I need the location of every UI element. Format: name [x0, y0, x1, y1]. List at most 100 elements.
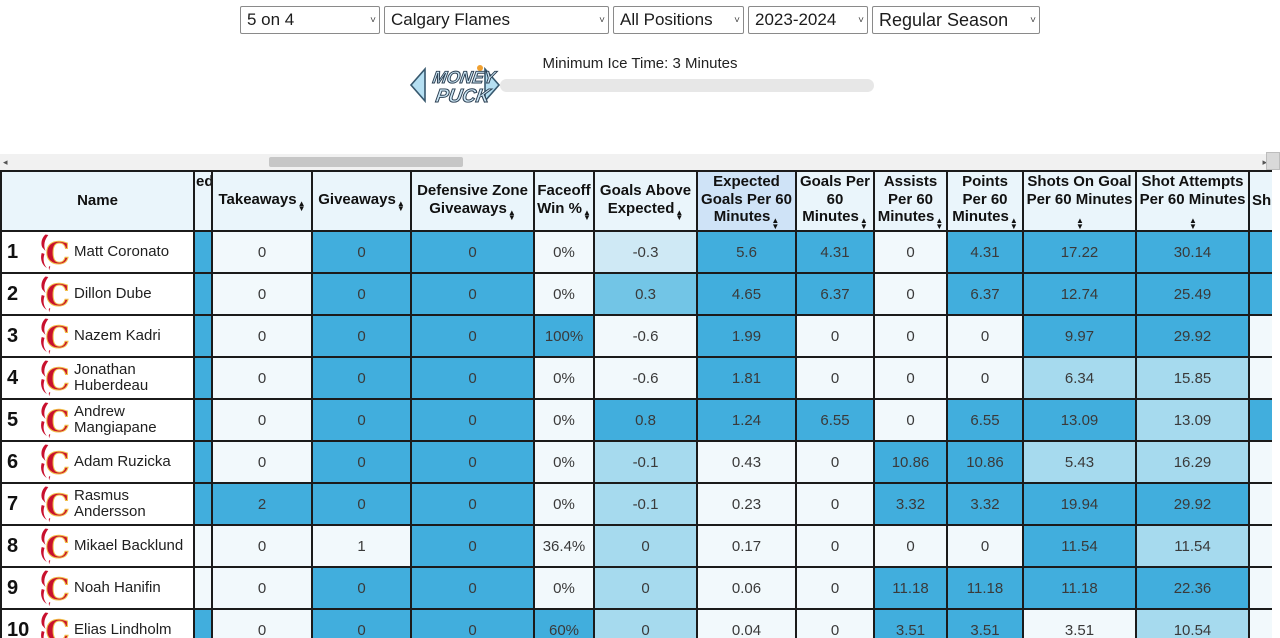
player-name: Jonathan Huberdeau — [74, 360, 149, 395]
column-header-points-per-60[interactable]: Points Per 60 Minutes ▲ ▼ — [946, 170, 1024, 233]
stat-takeaways: 0 — [211, 314, 313, 359]
stat-goals-above-expected: 0 — [593, 608, 698, 638]
stat-shots-on-goal-per-60: 3.51 — [1022, 608, 1137, 638]
player-name: Rasmus Andersson — [74, 486, 146, 521]
player-rank: 7 — [7, 492, 19, 515]
scrollbar-corner — [1266, 152, 1280, 170]
season-select[interactable]: 2023-2024 ˅ — [748, 6, 868, 34]
column-header-name: Name — [0, 170, 195, 233]
player-name: Mikael Backlund — [74, 536, 184, 554]
flames-team-logo-icon: C — [41, 360, 70, 396]
stat-takeaways: 0 — [211, 356, 313, 401]
player-rank: 2 — [7, 282, 19, 305]
stat-expected-goals-per-60: 1.81 — [696, 356, 797, 401]
player-name-cell[interactable]: 8 C Mikael Backlund — [0, 524, 195, 569]
stat-faceoff-win-pct: 0% — [533, 230, 595, 275]
stat-sh-partial — [1248, 230, 1272, 275]
player-rank: 5 — [7, 408, 19, 431]
column-header-sh-partial: Sh — [1248, 170, 1272, 233]
player-name-cell[interactable]: 7 C Rasmus Andersson — [0, 482, 195, 527]
situation-select[interactable]: 5 on 4 ˅ — [240, 6, 380, 34]
column-header-shots-on-goal-per-60[interactable]: Shots On Goal Per 60 Minutes ▲ ▼ — [1022, 170, 1137, 233]
stat-defensive-zone-giveaways: 0 — [410, 482, 535, 527]
stat-takeaways: 0 — [211, 440, 313, 485]
moneypuck-logo[interactable]: MONEY PUCK — [408, 58, 502, 121]
player-row: 6 C Adam Ruzicka 0 0 0 0% -0.1 0.43 0 10.86 10.86… — [0, 440, 1272, 485]
stat-sh-partial — [1248, 524, 1272, 569]
player-name-cell[interactable]: 5 C Andrew Mangiapane — [0, 398, 195, 443]
stat-goals-above-expected: 0 — [593, 566, 698, 611]
position-select[interactable]: All Positions ˅ — [613, 6, 744, 34]
player-name-cell[interactable]: 6 C Adam Ruzicka — [0, 440, 195, 485]
sort-icon: ▲ ▼ — [935, 216, 944, 231]
player-name-cell[interactable]: 4 C Jonathan Huberdeau — [0, 356, 195, 401]
slider-left-arrow-icon — [409, 66, 426, 104]
player-name-cell[interactable]: 1 C Matt Coronato — [0, 230, 195, 275]
column-header-shot-attempts-per-60[interactable]: Shot Attempts Per 60 Minutes ▲ ▼ — [1135, 170, 1250, 233]
column-label: Name — [77, 192, 118, 210]
player-row: 8 C Mikael Backlund 0 1 0 36.4% 0 0.17 0 0 0 11.54… — [0, 524, 1272, 569]
column-label: Expected Goals Per 60 Minutes — [701, 173, 792, 226]
player-name-cell[interactable]: 9 C Noah Hanifin — [0, 566, 195, 611]
stat-takeaways: 0 — [211, 608, 313, 638]
min-ice-time-label: Minimum Ice Time: 3 Minutes — [542, 55, 738, 72]
column-header-takeaways[interactable]: Takeaways ▲ ▼ — [211, 170, 313, 233]
player-name-cell[interactable]: 10 C Elias Lindholm — [0, 608, 195, 638]
stat-blocked-partial — [193, 566, 213, 611]
chevron-down-icon: ˅ — [1030, 15, 1036, 26]
column-label: Shot Attempts Per 60 Minutes — [1139, 173, 1246, 208]
column-label: Goals Per 60 Minutes — [799, 173, 871, 226]
flames-team-logo-icon: C — [41, 402, 70, 438]
stat-goals-above-expected: -0.6 — [593, 314, 698, 359]
stat-giveaways: 1 — [311, 524, 412, 569]
stat-expected-goals-per-60: 0.04 — [696, 608, 797, 638]
season-select-value: 2023-2024 — [755, 10, 837, 29]
stat-goals-above-expected: -0.1 — [593, 440, 698, 485]
player-name-cell[interactable]: 2 C Dillon Dube — [0, 272, 195, 317]
stat-defensive-zone-giveaways: 0 — [410, 272, 535, 317]
stat-expected-goals-per-60: 0.23 — [696, 482, 797, 527]
stat-goals-above-expected: -0.1 — [593, 482, 698, 527]
team-select-value: Calgary Flames — [391, 10, 511, 29]
stat-giveaways: 0 — [311, 482, 412, 527]
stat-assists-per-60: 3.32 — [873, 482, 948, 527]
stat-points-per-60: 4.31 — [946, 230, 1024, 275]
column-header-goals-per-60[interactable]: Goals Per 60 Minutes ▲ ▼ — [795, 170, 875, 233]
player-name-cell[interactable]: 3 C Nazem Kadri — [0, 314, 195, 359]
stat-defensive-zone-giveaways: 0 — [410, 608, 535, 638]
column-header-defensive-zone-giveaways[interactable]: Defensive Zone Giveaways ▲ ▼ — [410, 170, 535, 233]
svg-text:C: C — [46, 321, 70, 355]
stat-blocked-partial — [193, 608, 213, 638]
column-header-faceoff-win-pct[interactable]: Faceoff Win % ▲ ▼ — [533, 170, 595, 233]
stat-faceoff-win-pct: 0% — [533, 272, 595, 317]
column-header-blocked-partial: ed — [193, 170, 213, 233]
scrollbar-thumb[interactable] — [269, 157, 463, 167]
column-header-giveaways[interactable]: Giveaways ▲ ▼ — [311, 170, 412, 233]
stat-goals-per-60: 0 — [795, 566, 875, 611]
stat-goals-above-expected: 0 — [593, 524, 698, 569]
stat-takeaways: 0 — [211, 230, 313, 275]
horizontal-scrollbar[interactable]: ◂ ▸ — [0, 154, 1272, 170]
column-header-goals-above-expected[interactable]: Goals Above Expected ▲ ▼ — [593, 170, 698, 233]
team-select[interactable]: Calgary Flames ˅ — [384, 6, 609, 34]
scroll-left-icon[interactable]: ◂ — [3, 157, 8, 167]
stat-assists-per-60: 0 — [873, 272, 948, 317]
column-label: ed — [196, 173, 212, 190]
stat-faceoff-win-pct: 0% — [533, 356, 595, 401]
stat-shot-attempts-per-60: 16.29 — [1135, 440, 1250, 485]
column-label: Takeaways — [218, 190, 297, 208]
player-name: Andrew Mangiapane — [74, 402, 157, 437]
stat-expected-goals-per-60: 1.24 — [696, 398, 797, 443]
season-type-select[interactable]: Regular Season ˅ — [872, 6, 1040, 34]
stat-goals-per-60: 0 — [795, 608, 875, 638]
scroll-right-icon[interactable]: ▸ — [1262, 157, 1267, 167]
player-row: 3 C Nazem Kadri 0 0 0 100% -0.6 1.99 0 0 0 9.97 29.… — [0, 314, 1272, 359]
column-header-assists-per-60[interactable]: Assists Per 60 Minutes ▲ ▼ — [873, 170, 948, 233]
stat-shot-attempts-per-60: 29.92 — [1135, 314, 1250, 359]
stat-shots-on-goal-per-60: 5.43 — [1022, 440, 1137, 485]
svg-text:C: C — [46, 447, 70, 481]
ice-time-slider-track[interactable] — [500, 79, 874, 92]
player-name: Matt Coronato — [74, 242, 170, 260]
column-header-expected-goals-per-60[interactable]: Expected Goals Per 60 Minutes ▲ ▼ — [696, 170, 797, 233]
stat-defensive-zone-giveaways: 0 — [410, 356, 535, 401]
